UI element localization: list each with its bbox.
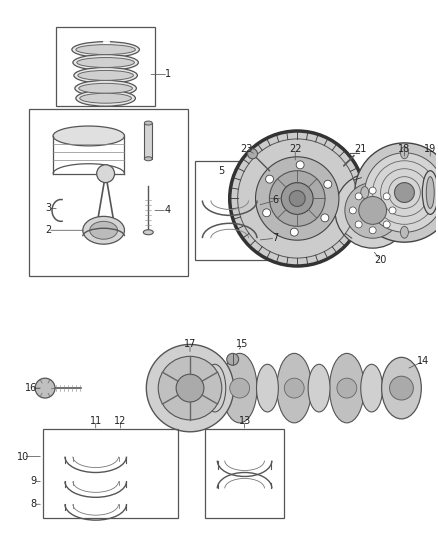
Ellipse shape xyxy=(426,176,434,208)
Circle shape xyxy=(383,221,390,228)
Circle shape xyxy=(146,344,234,432)
Text: 4: 4 xyxy=(164,205,170,215)
Text: 22: 22 xyxy=(289,144,301,154)
Ellipse shape xyxy=(361,364,383,412)
Bar xyxy=(29,109,188,276)
Text: 18: 18 xyxy=(398,144,410,154)
Ellipse shape xyxy=(80,93,131,103)
Circle shape xyxy=(35,378,55,398)
Circle shape xyxy=(359,197,387,224)
Circle shape xyxy=(158,357,222,420)
Text: 9: 9 xyxy=(30,477,36,487)
Ellipse shape xyxy=(400,227,408,238)
Circle shape xyxy=(321,214,329,222)
Circle shape xyxy=(395,183,414,203)
Text: 16: 16 xyxy=(25,383,37,393)
Circle shape xyxy=(269,171,325,227)
Circle shape xyxy=(369,187,376,194)
Circle shape xyxy=(227,353,239,365)
Circle shape xyxy=(97,165,115,183)
Ellipse shape xyxy=(381,357,421,419)
Circle shape xyxy=(230,378,250,398)
Ellipse shape xyxy=(79,83,132,93)
Ellipse shape xyxy=(361,187,369,198)
Ellipse shape xyxy=(74,68,138,83)
Bar xyxy=(195,161,268,260)
Circle shape xyxy=(365,153,438,232)
Circle shape xyxy=(355,193,362,200)
Text: 7: 7 xyxy=(272,233,279,243)
Ellipse shape xyxy=(75,80,136,96)
Text: 5: 5 xyxy=(219,166,225,176)
Circle shape xyxy=(337,378,357,398)
Ellipse shape xyxy=(277,353,311,423)
Text: 1: 1 xyxy=(165,69,171,79)
Text: 8: 8 xyxy=(30,499,36,509)
Ellipse shape xyxy=(308,364,330,412)
Bar xyxy=(145,123,152,159)
Circle shape xyxy=(265,175,274,183)
Text: 20: 20 xyxy=(374,255,387,265)
Circle shape xyxy=(335,173,410,248)
Text: 10: 10 xyxy=(17,451,29,462)
Ellipse shape xyxy=(143,230,153,235)
Ellipse shape xyxy=(78,70,134,80)
Circle shape xyxy=(350,207,356,214)
Bar xyxy=(205,429,284,518)
Circle shape xyxy=(383,193,390,200)
Circle shape xyxy=(296,161,304,169)
Circle shape xyxy=(355,143,438,242)
Circle shape xyxy=(289,191,305,206)
Ellipse shape xyxy=(77,58,134,68)
Ellipse shape xyxy=(145,121,152,125)
Ellipse shape xyxy=(76,45,135,54)
Text: 17: 17 xyxy=(184,340,196,350)
Text: 14: 14 xyxy=(417,356,429,366)
Ellipse shape xyxy=(76,90,135,106)
Ellipse shape xyxy=(400,147,408,159)
Text: 6: 6 xyxy=(272,196,279,206)
Ellipse shape xyxy=(72,42,139,58)
Ellipse shape xyxy=(145,157,152,161)
Circle shape xyxy=(284,378,304,398)
Ellipse shape xyxy=(422,171,438,214)
Circle shape xyxy=(263,209,271,217)
Text: 3: 3 xyxy=(45,204,51,213)
Ellipse shape xyxy=(53,126,124,146)
Circle shape xyxy=(389,207,396,214)
Circle shape xyxy=(255,157,339,240)
Circle shape xyxy=(230,131,365,266)
Bar xyxy=(56,27,155,106)
Text: 21: 21 xyxy=(355,144,367,154)
Circle shape xyxy=(324,180,332,188)
Ellipse shape xyxy=(90,221,117,239)
Circle shape xyxy=(176,374,204,402)
Ellipse shape xyxy=(73,54,138,70)
Circle shape xyxy=(369,227,376,234)
Ellipse shape xyxy=(222,353,257,423)
Ellipse shape xyxy=(83,216,124,244)
Circle shape xyxy=(389,376,413,400)
Bar xyxy=(43,429,178,518)
Text: 12: 12 xyxy=(114,416,127,426)
Text: 23: 23 xyxy=(240,144,253,154)
Text: 15: 15 xyxy=(237,340,249,350)
Text: 2: 2 xyxy=(45,225,51,235)
Text: 19: 19 xyxy=(424,144,436,154)
Circle shape xyxy=(345,183,400,238)
Ellipse shape xyxy=(204,364,226,412)
Circle shape xyxy=(247,149,258,159)
Ellipse shape xyxy=(329,353,364,423)
Circle shape xyxy=(290,228,298,236)
Circle shape xyxy=(355,221,362,228)
Ellipse shape xyxy=(257,364,279,412)
Circle shape xyxy=(281,183,313,214)
Text: 11: 11 xyxy=(90,416,102,426)
Text: 13: 13 xyxy=(238,416,251,426)
